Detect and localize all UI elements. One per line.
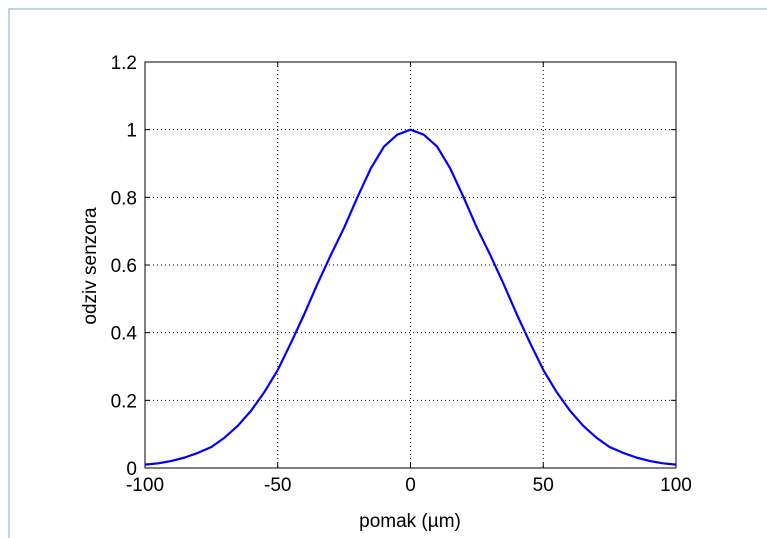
y-tick-labels: 0 0.2 0.4 0.6 0.8 1 1.2	[111, 53, 138, 480]
y-tick-label: 0	[126, 459, 137, 480]
x-tick-label: 50	[533, 475, 554, 496]
y-tick-label: 0.2	[111, 391, 137, 412]
y-tick-label: 0.4	[111, 324, 138, 345]
y-tick-label: 1.2	[111, 53, 137, 74]
y-axis-label: odziv senzora	[80, 207, 101, 325]
x-axis-label: pomak (µm)	[359, 511, 461, 532]
tick-marks	[144, 61, 677, 469]
x-tick-label: -100	[126, 475, 164, 496]
y-tick-label: 0.8	[111, 188, 137, 209]
x-tick-label: 100	[660, 475, 692, 496]
grid-lines	[145, 62, 676, 468]
series-layer	[144, 128, 677, 466]
x-tick-label: -50	[264, 475, 291, 496]
y-tick-label: 1	[126, 121, 137, 142]
x-tick-labels: -100 -50 0 50 100	[126, 475, 692, 496]
series-line	[144, 128, 677, 466]
y-tick-label: 0.6	[111, 256, 137, 277]
x-tick-label: 0	[405, 475, 416, 496]
